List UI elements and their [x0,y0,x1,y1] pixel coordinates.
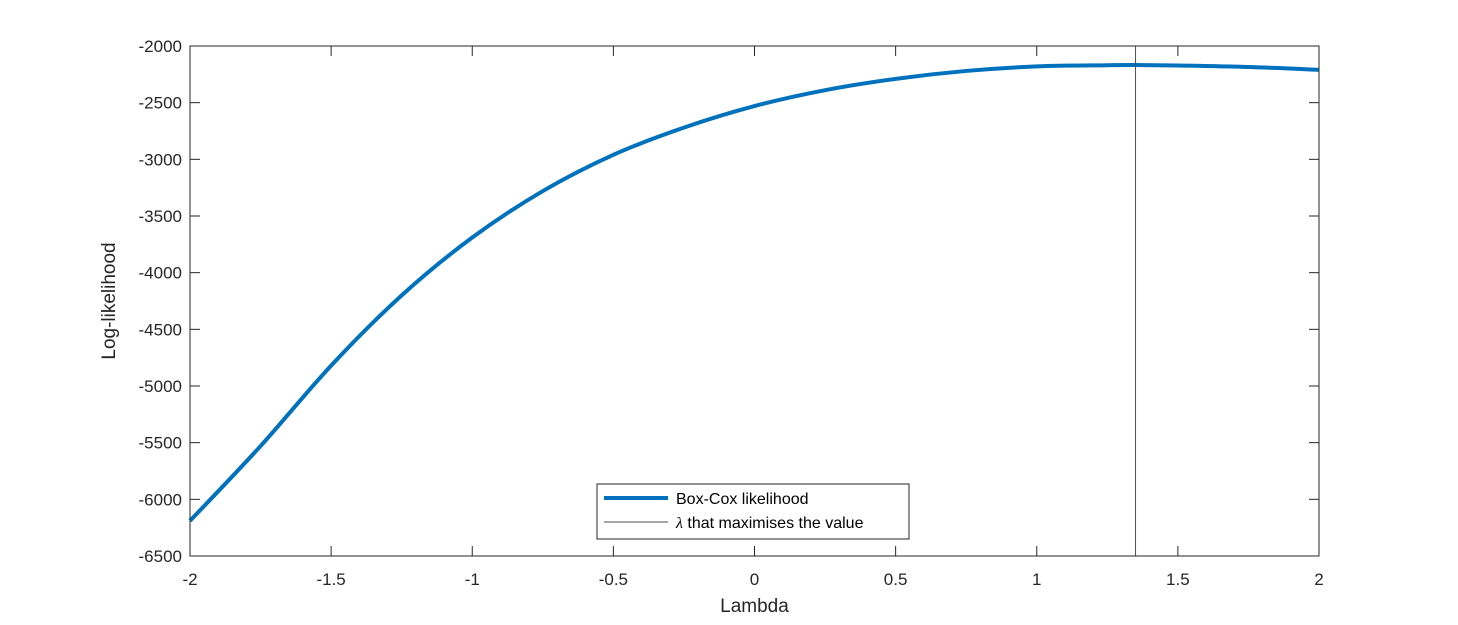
legend-box [596,483,910,540]
x-tick-label: -0.5 [599,570,628,589]
x-tick-label: 1 [1032,570,1041,589]
y-tick-label: -6500 [139,547,182,566]
x-tick-label: 1.5 [1166,570,1190,589]
y-tick-label: -2500 [139,94,182,113]
y-tick-label: -3000 [139,150,182,169]
lambda-symbol: λ [675,515,683,532]
x-axis-label: Lambda [720,596,789,617]
y-tick-label: -5500 [139,434,182,453]
x-tick-label: 0 [750,570,759,589]
y-tick-label: -4500 [139,320,182,339]
series-layer [188,46,1320,556]
x-tick-label: 0.5 [884,570,908,589]
plot-background [190,46,1319,556]
legend-label-reference-text: that maximises the value [683,515,864,532]
y-tick-label: -4000 [139,264,182,283]
y-tick-label: -2000 [139,37,182,56]
y-tick-label: -3500 [139,207,182,226]
y-tick-label: -5000 [139,377,182,396]
x-tick-label: -1.5 [316,570,345,589]
legend-label-box-cox: Box-Cox likelihood [676,491,809,508]
x-tick-label: 2 [1314,570,1323,589]
y-tick-label: -6000 [139,490,182,509]
y-axis-label: Log-likelihood [99,242,120,359]
legend-label-reference-line: λ that maximises the value [675,515,864,532]
ticks-layer: -2 -1.5 -1 -0.5 0 0.5 1 1.5 2 -2000 -2500 -3000 -350… [139,37,1324,589]
x-tick-label: -1 [465,570,480,589]
legend: Box-Cox likelihood λ that maximises the … [596,483,910,540]
x-tick-label: -2 [182,570,197,589]
